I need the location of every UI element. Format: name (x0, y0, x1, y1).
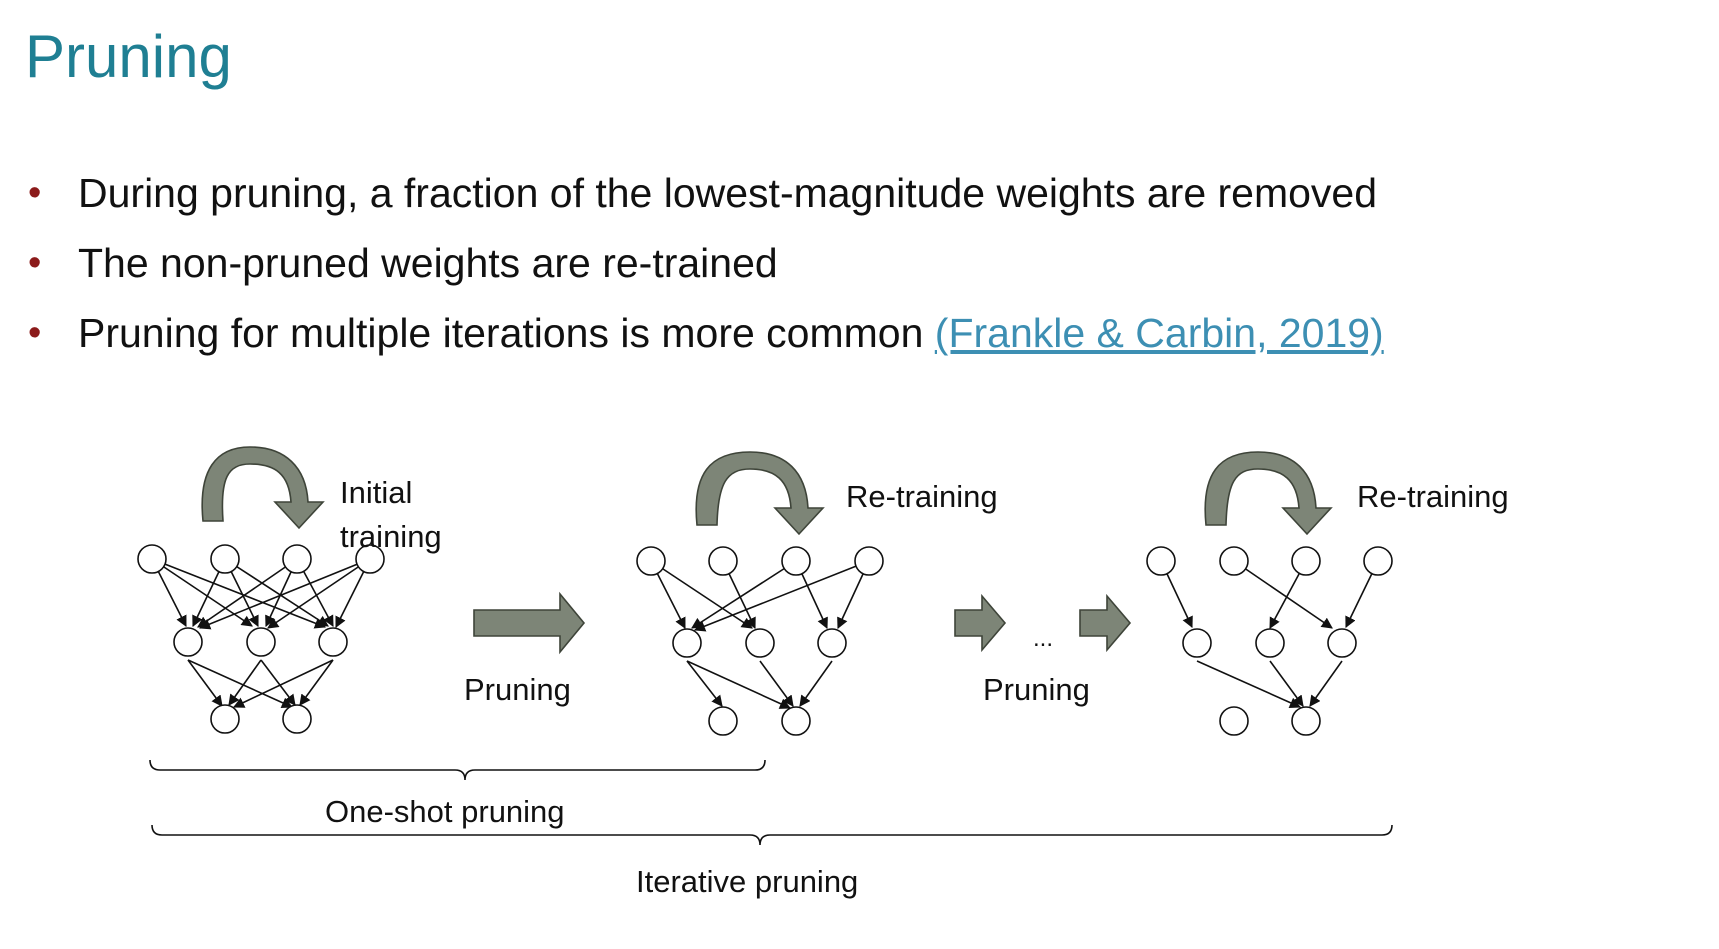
block-arrow-icon (1079, 593, 1132, 653)
bullet-dot-icon: • (28, 242, 42, 284)
block-arrow-icon (954, 593, 1007, 653)
label-pruning-2: Pruning (983, 672, 1090, 707)
label-retraining-2: Re-training (1357, 479, 1509, 514)
slide-title: Pruning (25, 23, 232, 90)
network-edges (151, 558, 371, 708)
network-nodes (137, 544, 385, 734)
brace-one-shot (149, 759, 766, 781)
bullet-item: • The non-pruned weights are re-trained (20, 228, 1384, 298)
citation-link[interactable]: (Frankle & Carbin, 2019) (934, 310, 1384, 356)
bullet-item: • Pruning for multiple iterations is mor… (20, 298, 1384, 368)
brace-iterative (151, 824, 1393, 846)
label-retraining-1: Re-training (846, 479, 998, 514)
network-nodes (1146, 546, 1393, 736)
label-ellipsis: ... (1033, 625, 1053, 652)
network-nodes (636, 546, 884, 736)
label-initial-training-line2: training (340, 519, 442, 554)
bullet-dot-icon: • (28, 312, 42, 354)
bullet-dot-icon: • (28, 172, 42, 214)
bullet-text: Pruning for multiple iterations is more … (78, 310, 924, 356)
label-iterative-pruning: Iterative pruning (636, 864, 858, 899)
label-pruning-1: Pruning (464, 672, 571, 707)
label-one-shot-pruning: One-shot pruning (325, 794, 565, 829)
bullet-list: • During pruning, a fraction of the lowe… (20, 158, 1384, 368)
network-initial (137, 544, 385, 734)
loop-arrow-icon (1204, 451, 1333, 536)
label-initial-training-line1: Initial (340, 475, 412, 510)
bullet-text: During pruning, a fraction of the lowest… (78, 170, 1378, 216)
bullet-text: The non-pruned weights are re-trained (78, 240, 778, 286)
block-arrow-icon (473, 591, 586, 655)
bullet-item: • During pruning, a fraction of the lowe… (20, 158, 1384, 228)
network-pruned-iterative (1146, 546, 1393, 736)
network-pruned-once (636, 546, 884, 736)
loop-arrow-icon (201, 446, 325, 530)
loop-arrow-icon (695, 451, 825, 536)
